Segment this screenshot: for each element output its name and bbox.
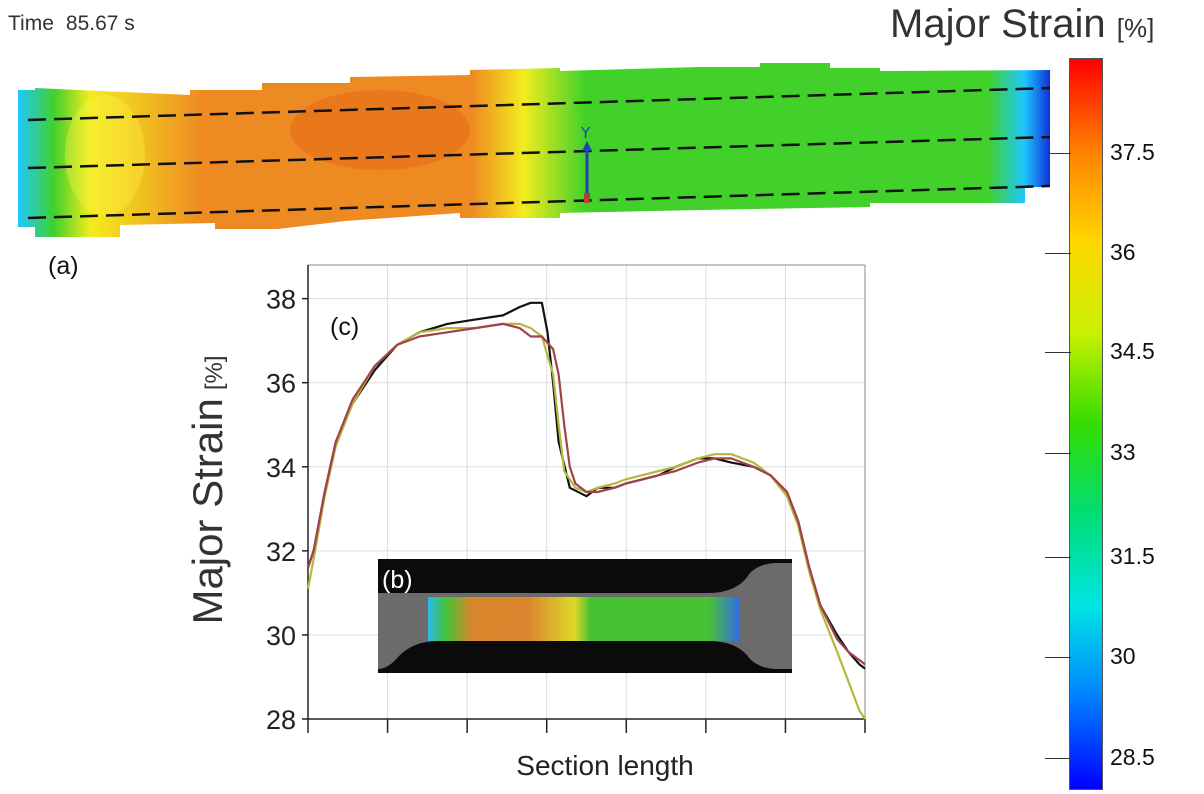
time-label: Time bbox=[8, 12, 54, 35]
specimen-highlight bbox=[65, 90, 470, 215]
y-tick-label: 28 bbox=[266, 705, 296, 735]
y-tick-label: 30 bbox=[266, 621, 296, 651]
colorbar-tick-label: 37.5 bbox=[1110, 139, 1155, 165]
colorbar-tick-label: 34.5 bbox=[1110, 338, 1155, 364]
y-tick-label: 34 bbox=[266, 453, 296, 483]
y-tick-label: 36 bbox=[266, 369, 296, 399]
y-axis-letter: Y bbox=[580, 124, 591, 142]
colorbar-tick bbox=[1045, 758, 1071, 759]
colorbar-title: Major Strain [%] bbox=[890, 2, 1154, 47]
panel-label-b: (b) bbox=[382, 566, 413, 594]
colorbar-tick bbox=[1045, 557, 1071, 558]
x-ticks bbox=[307, 719, 866, 733]
section-line-bottom bbox=[27, 184, 1051, 220]
series-line-3 bbox=[306, 322, 866, 666]
colorbar-tick bbox=[1045, 657, 1071, 658]
colorbar-tick-label: 36 bbox=[1110, 239, 1136, 265]
y-axis-title-text: Major Strain bbox=[184, 398, 231, 624]
panel-label-c: (c) bbox=[330, 313, 359, 341]
colorbar-tick bbox=[1045, 453, 1071, 454]
colorbar-tick bbox=[1045, 352, 1071, 353]
colorbar-tick-label: 31.5 bbox=[1110, 543, 1155, 569]
panel-label-a: (a) bbox=[48, 252, 79, 280]
strain-line-chart: 28 30 32 34 36 38 (c) Section length Major St… bbox=[184, 264, 866, 781]
series-lines bbox=[306, 301, 866, 720]
specimen-strain-map: Y bbox=[18, 63, 1051, 237]
section-line-top bbox=[27, 86, 1051, 122]
inset-specimen-photo bbox=[378, 559, 792, 673]
y-axis-title-unit: [%] bbox=[201, 355, 228, 390]
y-axis-title: Major Strain [%] bbox=[184, 355, 231, 624]
x-axis-title: Section length bbox=[516, 750, 693, 781]
colorbar-tick bbox=[1045, 253, 1071, 254]
colorbar-tick bbox=[1045, 153, 1071, 154]
y-axis-icon: Y bbox=[580, 124, 592, 203]
y-tick-label: 32 bbox=[266, 537, 296, 567]
inset-strain-overlay bbox=[428, 597, 740, 641]
time-readout: Time 85.67 s bbox=[8, 12, 135, 36]
colorbar-unit: [%] bbox=[1116, 13, 1155, 43]
y-ticks: 28 30 32 34 36 38 bbox=[266, 285, 308, 735]
section-line-middle bbox=[27, 135, 1051, 170]
y-tick-label: 38 bbox=[266, 285, 296, 315]
colorbar-tick-label: 30 bbox=[1110, 643, 1136, 669]
colorbar-tick-label: 33 bbox=[1110, 439, 1136, 465]
time-value: 85.67 s bbox=[65, 12, 135, 35]
colorbar bbox=[1069, 58, 1103, 790]
colorbar-tick-label: 28.5 bbox=[1110, 744, 1155, 770]
colorbar-title-text: Major Strain bbox=[890, 2, 1106, 46]
